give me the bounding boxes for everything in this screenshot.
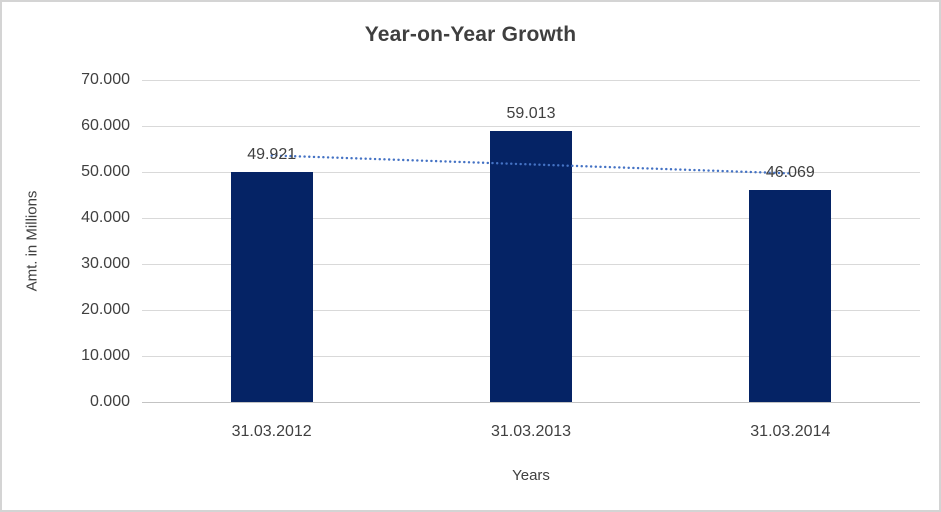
y-tick-label: 60.000 — [81, 117, 130, 134]
gridline — [142, 125, 920, 127]
y-tick-label: 50.000 — [81, 163, 130, 180]
y-tick-label: 10.000 — [81, 347, 130, 364]
bar-31.03.2012 — [230, 172, 313, 402]
x-axis-line — [142, 401, 920, 403]
y-tick-label: 0.000 — [89, 393, 130, 410]
x-axis-title: Years — [512, 467, 550, 484]
bar-31.03.2013 — [490, 130, 572, 402]
chart-title: Year-on-Year Growth — [364, 23, 577, 46]
data-label: 49.921 — [247, 146, 297, 164]
data-label: 59.013 — [506, 104, 556, 122]
y-tick-label: 30.000 — [81, 255, 130, 272]
x-tick-label: 31.03.2012 — [231, 423, 312, 440]
x-tick-label: 31.03.2014 — [750, 423, 831, 440]
y-tick-label: 70.000 — [81, 71, 130, 88]
y-tick-label: 40.000 — [81, 209, 130, 226]
gridline — [142, 79, 920, 81]
y-tick-label: 20.000 — [81, 301, 130, 318]
x-tick-label: 31.03.2013 — [490, 423, 572, 440]
data-label: 46.069 — [765, 164, 815, 182]
y-axis-title: Amt. in Millions — [23, 190, 41, 292]
bar-31.03.2014 — [749, 190, 832, 402]
